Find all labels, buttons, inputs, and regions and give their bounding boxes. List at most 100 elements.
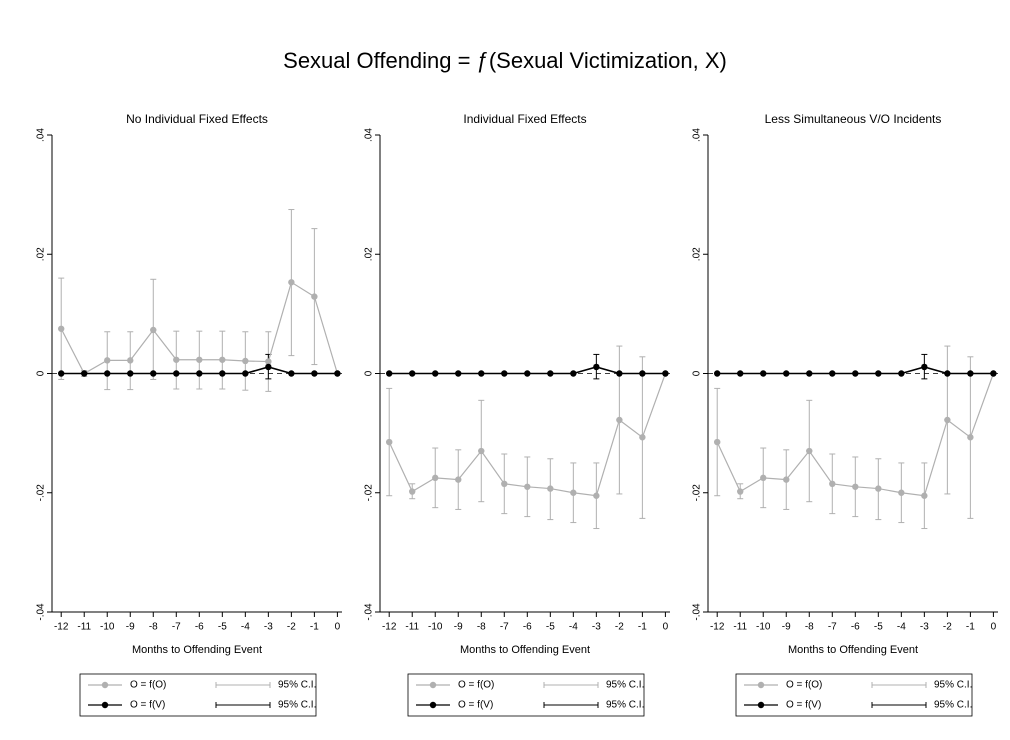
- legend-ci-label: 95% C.I.: [278, 680, 316, 691]
- x-tick-label: -5: [874, 622, 883, 633]
- x-tick-label: -8: [805, 622, 814, 633]
- x-tick-label: -9: [454, 622, 463, 633]
- data-point: [265, 363, 272, 371]
- x-tick-label: -7: [828, 622, 837, 633]
- data-point: [829, 370, 836, 377]
- x-tick-label: -6: [523, 622, 532, 633]
- data-point: [547, 485, 554, 492]
- data-point: [150, 326, 157, 334]
- x-tick-label: -2: [943, 622, 952, 633]
- panel: No Individual Fixed Effects .04 .02 0 -.02 -.…: [36, 112, 342, 717]
- x-tick-label: -10: [756, 622, 771, 633]
- panel-title: No Individual Fixed Effects: [126, 112, 268, 126]
- y-tick-label: 0: [692, 370, 703, 376]
- legend: O = f(O) 95% C.I. O = f(V) 95% C.I.: [735, 673, 973, 717]
- data-point: [737, 370, 744, 377]
- data-point: [501, 480, 508, 488]
- x-tick-label: -5: [546, 622, 555, 633]
- x-tick-label: -7: [172, 622, 181, 633]
- data-point: [944, 370, 951, 377]
- x-tick-label: 0: [991, 622, 997, 633]
- y-tick-label: .04: [364, 128, 375, 142]
- legend: O = f(O) 95% C.I. O = f(V) 95% C.I.: [407, 673, 645, 717]
- data-point: [173, 370, 180, 377]
- legend-ci-label: 95% C.I.: [934, 700, 972, 711]
- x-axis-label: Months to Offending Event: [460, 644, 590, 656]
- data-point: [455, 370, 462, 377]
- x-axis-label: Months to Offending Event: [132, 644, 262, 656]
- panel-title: Less Simultaneous V/O Incidents: [765, 112, 942, 126]
- data-point: [616, 370, 623, 377]
- x-tick-label: -5: [218, 622, 227, 633]
- data-point: [547, 370, 554, 377]
- x-tick-label: -8: [477, 622, 486, 633]
- data-point: [662, 370, 669, 377]
- legend-marker: [101, 681, 109, 689]
- x-tick-label: -12: [710, 622, 725, 633]
- legend-marker: [429, 681, 437, 689]
- data-point: [783, 370, 790, 377]
- data-point: [639, 434, 646, 441]
- data-point: [967, 434, 974, 441]
- data-point: [334, 370, 341, 377]
- x-tick-label: -12: [382, 622, 397, 633]
- data-point: [288, 370, 295, 377]
- legend-ci-label: 95% C.I.: [278, 700, 316, 711]
- data-point: [944, 416, 951, 424]
- data-point: [242, 357, 249, 365]
- y-tick-label: -.04: [36, 603, 47, 621]
- data-point: [81, 370, 88, 377]
- data-point: [875, 370, 882, 377]
- x-tick-label: -4: [897, 622, 906, 633]
- legend-ci-label: 95% C.I.: [606, 680, 644, 691]
- x-tick-label: -12: [54, 622, 69, 633]
- data-point: [58, 325, 65, 332]
- legend-box: [407, 673, 645, 717]
- x-tick-label: -6: [195, 622, 204, 633]
- x-tick-label: -10: [428, 622, 443, 633]
- x-tick-label: -3: [592, 622, 601, 633]
- data-point: [921, 492, 928, 499]
- data-point: [829, 480, 836, 488]
- data-point: [219, 356, 226, 363]
- x-tick-label: -2: [615, 622, 624, 633]
- x-tick-label: -2: [287, 622, 296, 633]
- legend-marker: [429, 701, 437, 709]
- data-point: [265, 358, 272, 365]
- figure-title: Sexual Offending = ƒ(Sexual Victimizatio…: [283, 48, 727, 73]
- data-point: [806, 447, 813, 455]
- x-tick-label: -7: [500, 622, 509, 633]
- legend-label: O = f(O): [458, 680, 494, 691]
- data-point: [990, 370, 997, 377]
- panel: Individual Fixed Effects.04.020-.02-.04-…: [364, 112, 670, 717]
- y-tick-label: 0: [364, 370, 375, 376]
- x-tick-label: -4: [241, 622, 250, 633]
- data-point: [783, 476, 790, 483]
- data-point: [898, 489, 905, 496]
- data-point: [593, 492, 600, 499]
- data-point: [455, 476, 462, 483]
- data-point: [219, 370, 226, 377]
- legend: O = f(O) 95% C.I. O = f(V) 95% C.I.: [79, 673, 317, 717]
- legend-label: O = f(O): [130, 680, 166, 691]
- x-tick-label: -1: [966, 622, 975, 633]
- x-tick-label: -9: [126, 622, 135, 633]
- legend-label: O = f(V): [130, 700, 165, 711]
- data-point: [737, 488, 744, 495]
- panel-title: Individual Fixed Effects: [463, 112, 586, 126]
- data-point: [311, 293, 318, 300]
- data-point: [288, 279, 295, 286]
- legend-ci-label: 95% C.I.: [934, 680, 972, 691]
- y-tick-label: 0: [36, 370, 47, 376]
- legend-marker: [757, 681, 765, 689]
- y-tick-label: .02: [364, 247, 375, 261]
- data-point: [760, 474, 767, 482]
- legend-ci-label: 95% C.I.: [606, 700, 644, 711]
- data-point: [432, 474, 439, 482]
- x-tick-label: -11: [733, 622, 747, 633]
- data-point: [409, 370, 416, 377]
- legend-label: O = f(V): [458, 700, 493, 711]
- y-tick-label: .04: [692, 128, 703, 142]
- panel: Less Simultaneous V/O Incidents .04 .02 0 -.…: [692, 112, 998, 717]
